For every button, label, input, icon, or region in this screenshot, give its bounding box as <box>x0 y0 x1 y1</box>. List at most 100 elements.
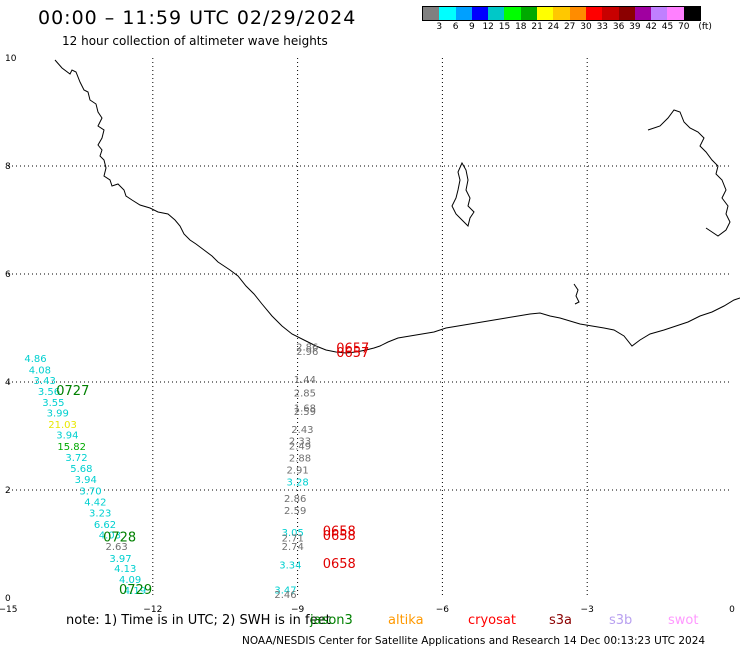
pass-time-label: 0729 <box>119 583 152 598</box>
x-tick-label: −12 <box>143 605 162 612</box>
color-scale-swatch <box>585 7 603 20</box>
wave-height-label: 2.74 <box>282 542 304 553</box>
map-subtitle: 12 hour collection of altimeter wave hei… <box>62 34 328 48</box>
color-scale-swatch <box>683 7 701 20</box>
wave-height-label: 21.03 <box>48 420 77 431</box>
wave-height-label: 15.82 <box>57 442 86 453</box>
color-scale-tick: 15 <box>498 22 511 32</box>
color-scale-swatch <box>423 7 440 20</box>
wave-height-label: 3.70 <box>79 486 101 497</box>
y-tick-label: 6 <box>5 270 11 280</box>
wave-height-label: 2.59 <box>294 407 316 418</box>
color-scale-unit: (ft) <box>698 22 712 32</box>
color-scale-swatch <box>634 7 652 20</box>
credit-footer: NOAA/NESDIS Center for Satellite Applica… <box>242 635 706 647</box>
color-scale-tick: 27 <box>563 22 576 32</box>
color-scale-tick: 3 <box>436 22 443 32</box>
wave-height-label: 3.43 <box>34 376 56 387</box>
wave-height-label: 3.56 <box>38 387 60 398</box>
wave-height-label: 4.42 <box>84 498 106 509</box>
wave-height-label: 3.97 <box>109 554 131 565</box>
wave-height-label: 2.43 <box>291 425 313 436</box>
wave-height-label: 4.86 <box>24 354 46 365</box>
color-scale-swatch <box>537 7 554 20</box>
wave-height-label: 4.03 <box>99 531 121 542</box>
x-tick-label: 0 <box>729 605 735 612</box>
color-scale-labels: 3 6 9 12 15 18 21 24 27 30 33 36 39 42 45 70 (ft) <box>422 22 740 34</box>
pass-time-label: 0658 <box>323 524 356 539</box>
wave-height-label: 3.34 <box>279 560 301 571</box>
wave-height-label: 3.99 <box>47 409 69 420</box>
color-scale-tick: 18 <box>515 22 527 32</box>
wave-height-label: 4.08 <box>29 365 51 376</box>
color-scale-tick: 24 <box>547 22 560 32</box>
wave-height-label: 4.09 <box>119 575 141 586</box>
african-coastline <box>54 59 740 354</box>
color-scale-swatch <box>667 7 684 20</box>
legend-note: note: 1) Time is in UTC; 2) SWH is in fe… <box>66 613 331 628</box>
color-scale-tick: 36 <box>612 22 625 32</box>
wave-height-label: 2.86 <box>296 343 318 354</box>
pass-time-label: 0658 <box>323 529 356 544</box>
wave-height-label: 4.13 <box>114 564 136 575</box>
wave-height-label: 2.46 <box>274 590 296 601</box>
pass-time-label: 0727 <box>56 384 89 399</box>
satellite-legend-altika: altika <box>388 613 424 628</box>
wave-height-label: 2.88 <box>289 453 311 464</box>
color-scale-swatch <box>602 7 619 20</box>
wave-height-label: 3.94 <box>56 431 78 442</box>
wave-height-label: 2.91 <box>286 465 308 476</box>
color-scale-swatch <box>651 7 668 20</box>
color-scale-swatch <box>569 7 586 20</box>
wave-height-label: 4.19 <box>124 586 146 597</box>
small-island-coastline <box>573 283 580 305</box>
x-tick-label: −3 <box>581 605 594 612</box>
wave-height-label: 2.85 <box>294 389 316 400</box>
wave-height-label: 1.68 <box>294 404 316 415</box>
y-tick-label: 4 <box>5 378 11 388</box>
color-scale-tick: 6 <box>452 22 459 32</box>
wave-height-label: 3.55 <box>42 398 64 409</box>
wave-height-label: 2.33 <box>289 437 311 448</box>
color-scale-tick: 42 <box>645 22 657 32</box>
color-scale-tick: 12 <box>482 22 494 32</box>
wave-height-label: 2.71 <box>282 533 304 544</box>
wave-height-label: 6.62 <box>94 520 116 531</box>
coastline <box>54 59 740 354</box>
wave-height-label: 3.28 <box>286 478 308 489</box>
map-grid <box>8 58 732 598</box>
wave-height-label: 2.96 <box>296 347 318 358</box>
wave-height-label: 3.23 <box>89 508 111 519</box>
color-scale-swatch <box>455 7 472 20</box>
y-tick-label: 0 <box>5 594 11 604</box>
color-scale-swatch <box>488 7 505 20</box>
pass-time-label: 0657 <box>336 341 369 356</box>
wave-height-label: 2.59 <box>284 506 306 517</box>
y-tick-label: 2 <box>5 486 11 496</box>
color-scale-swatch <box>471 7 489 20</box>
color-scale-bar <box>422 6 702 21</box>
satellite-legend-cryosat: cryosat <box>468 613 516 628</box>
northeast-coastline <box>647 109 731 237</box>
wave-height-label: 1.44 <box>294 375 316 386</box>
wave-height-label: 3.05 <box>282 528 304 539</box>
axis-tick-labels: −15 −12 −9 −6 −3 0 0 2 4 6 8 10 <box>0 54 735 612</box>
color-scale-tick: 70 <box>678 22 690 32</box>
color-scale-swatch <box>504 7 521 20</box>
color-scale-swatch <box>520 7 538 20</box>
color-scale-tick: 45 <box>661 22 674 32</box>
satellite-legend-s3a: s3a <box>549 613 573 628</box>
color-scale-tick: 9 <box>469 22 475 32</box>
pass-time-label: 0658 <box>323 557 356 572</box>
pass-time-label: 0728 <box>103 530 136 545</box>
wave-height-label: 2.49 <box>289 442 311 453</box>
y-tick-label: 8 <box>5 162 11 172</box>
y-tick-label: 10 <box>5 54 17 64</box>
color-scale-tick: 30 <box>580 22 592 32</box>
x-tick-label: −6 <box>436 605 450 612</box>
pass-time-label: 0657 <box>336 346 369 361</box>
satellite-legend-swot: swot <box>668 613 699 628</box>
wave-height-label: 3.47 <box>274 586 296 597</box>
